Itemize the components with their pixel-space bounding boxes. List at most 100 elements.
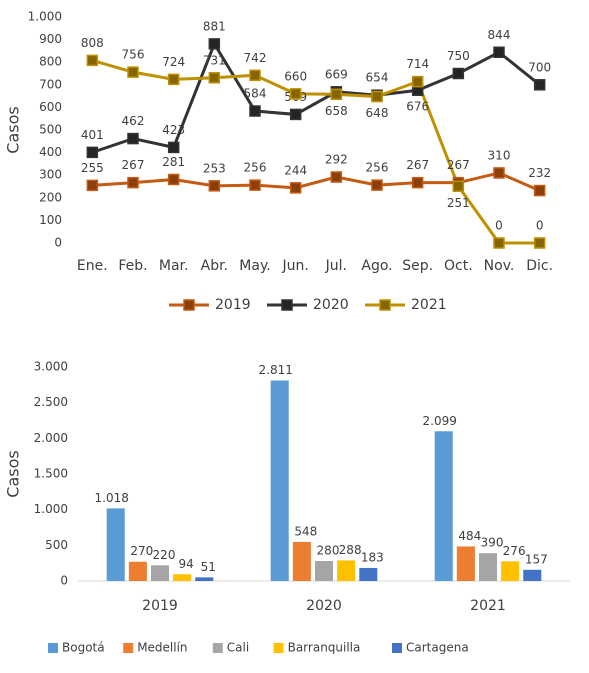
legend-swatch <box>123 643 134 653</box>
data-label: 700 <box>528 60 551 74</box>
data-label: 669 <box>325 67 348 81</box>
y-tick-label: 1.500 <box>34 467 68 481</box>
marker <box>493 167 505 179</box>
bar <box>173 574 192 581</box>
marker <box>493 46 505 59</box>
data-label: 251 <box>447 196 470 210</box>
bar <box>270 380 289 581</box>
bar <box>501 561 520 581</box>
data-label: 288 <box>339 543 362 557</box>
y-tick-label: 1.000 <box>34 502 68 516</box>
marker <box>249 179 261 191</box>
data-label: 401 <box>81 128 104 142</box>
y-tick-label: 900 <box>39 32 62 46</box>
data-label: 220 <box>153 548 176 562</box>
marker <box>208 72 221 84</box>
bar <box>195 577 214 581</box>
data-label: 2.811 <box>259 363 293 377</box>
legend-label: 2020 <box>313 297 349 313</box>
data-label: 280 <box>317 544 340 558</box>
data-label: 423 <box>162 123 185 137</box>
data-label: 256 <box>366 161 389 175</box>
bar <box>456 546 475 581</box>
marker <box>249 69 261 82</box>
data-label: 255 <box>81 161 104 175</box>
marker <box>127 176 139 189</box>
data-label: 51 <box>201 560 216 574</box>
legend-marker <box>281 299 293 311</box>
data-label: 584 <box>244 87 267 101</box>
y-tick-label: 500 <box>45 538 68 552</box>
y-tick-label: 3.000 <box>34 360 68 374</box>
y-tick-label: 0 <box>54 236 62 250</box>
marker <box>167 173 180 186</box>
line <box>92 171 541 192</box>
marker <box>371 179 383 191</box>
data-label: 714 <box>406 57 429 71</box>
data-label: 756 <box>122 48 145 62</box>
data-label: 310 <box>488 148 511 162</box>
marker <box>452 180 465 193</box>
data-label: 267 <box>447 158 470 172</box>
bar <box>150 565 170 581</box>
x-tick-label: 2020 <box>306 598 342 614</box>
legend-swatch <box>273 643 284 653</box>
x-tick-label: Jul. <box>325 258 347 274</box>
marker <box>208 38 221 50</box>
y-tick-label: 600 <box>39 100 62 114</box>
data-label: 390 <box>481 536 504 550</box>
legend-swatch <box>392 643 402 653</box>
y-tick-label: 100 <box>39 213 62 227</box>
data-label: 0 <box>495 219 503 233</box>
data-label: 94 <box>178 557 193 571</box>
bar <box>359 567 378 581</box>
marker <box>208 180 221 192</box>
marker <box>411 176 424 189</box>
marker <box>167 141 180 154</box>
x-tick-label: 2019 <box>142 598 178 614</box>
data-label: 648 <box>366 106 389 120</box>
marker <box>289 182 302 194</box>
bar <box>337 560 356 581</box>
legend-label: 2021 <box>411 297 447 313</box>
marker <box>533 184 546 197</box>
data-label: 484 <box>458 529 481 543</box>
marker <box>127 66 139 78</box>
data-label: 281 <box>162 155 185 169</box>
marker <box>86 146 99 159</box>
marker <box>533 237 546 249</box>
x-tick-label: Dic. <box>526 258 553 274</box>
legend-label: Cali <box>227 641 249 655</box>
marker <box>86 54 99 67</box>
legend-marker <box>183 299 195 311</box>
y-tick-label: 0 <box>60 574 68 588</box>
x-tick-label: 2021 <box>470 598 506 614</box>
data-label: 750 <box>447 49 470 63</box>
data-label: 808 <box>81 36 104 50</box>
marker <box>127 132 139 145</box>
y-tick-label: 800 <box>39 55 62 69</box>
y-axis-title: Casos <box>4 450 23 497</box>
x-tick-label: Feb. <box>118 258 147 274</box>
legend-label: Cartagena <box>406 641 469 655</box>
data-label: 2.099 <box>423 414 457 428</box>
marker <box>86 179 99 192</box>
marker <box>411 75 424 88</box>
data-label: 0 <box>536 219 544 233</box>
legend-label: Barranquilla <box>288 641 361 655</box>
x-tick-label: May. <box>239 258 270 274</box>
data-label: 742 <box>244 51 267 65</box>
data-label: 244 <box>284 163 307 177</box>
legend-label: 2019 <box>215 297 251 313</box>
bar <box>106 508 125 581</box>
data-label: 232 <box>528 166 551 180</box>
data-label: 157 <box>525 552 548 566</box>
y-tick-label: 1.000 <box>28 10 62 24</box>
marker <box>533 79 546 91</box>
marker <box>249 105 261 117</box>
marker <box>289 108 302 121</box>
marker <box>167 73 180 86</box>
x-tick-label: Nov. <box>484 258 515 274</box>
y-tick-label: 200 <box>39 190 62 204</box>
